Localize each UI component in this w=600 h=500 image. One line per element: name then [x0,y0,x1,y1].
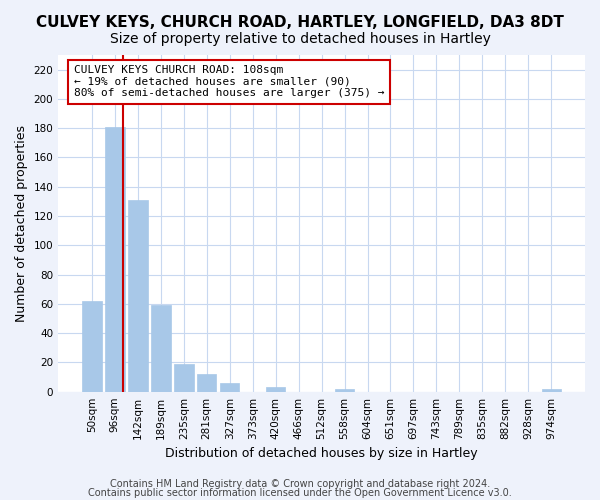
Text: Contains public sector information licensed under the Open Government Licence v3: Contains public sector information licen… [88,488,512,498]
Y-axis label: Number of detached properties: Number of detached properties [15,125,28,322]
Bar [128,200,148,392]
X-axis label: Distribution of detached houses by size in Hartley: Distribution of detached houses by size … [165,447,478,460]
Bar [266,388,286,392]
Bar [220,383,239,392]
Bar [105,126,125,392]
Bar [335,389,355,392]
Bar [542,389,561,392]
Bar [82,301,101,392]
Bar [174,364,194,392]
Text: CULVEY KEYS, CHURCH ROAD, HARTLEY, LONGFIELD, DA3 8DT: CULVEY KEYS, CHURCH ROAD, HARTLEY, LONGF… [36,15,564,30]
Bar [151,306,170,392]
Text: CULVEY KEYS CHURCH ROAD: 108sqm
← 19% of detached houses are smaller (90)
80% of: CULVEY KEYS CHURCH ROAD: 108sqm ← 19% of… [74,65,385,98]
Bar [197,374,217,392]
Text: Size of property relative to detached houses in Hartley: Size of property relative to detached ho… [110,32,490,46]
Text: Contains HM Land Registry data © Crown copyright and database right 2024.: Contains HM Land Registry data © Crown c… [110,479,490,489]
